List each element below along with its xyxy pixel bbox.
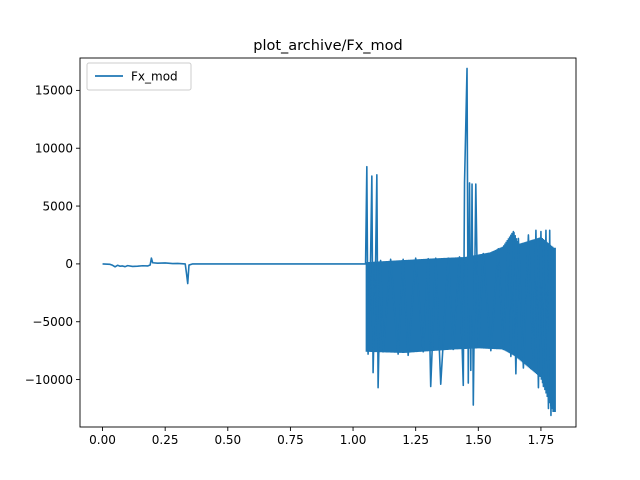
plot-area: 0.00 0.25 0.50 0.75 1.00 1.25 1.50 1.75 −10000 −5… [25,57,577,447]
legend-box [86,62,192,91]
y-tick-label: 15000 [35,84,73,98]
x-tick-label: 0.75 [277,433,304,447]
x-tick-label: 1.00 [340,433,367,447]
x-tick-label: 0.00 [89,433,116,447]
x-tick-label: 0.50 [214,433,241,447]
x-tick-label: 1.50 [465,433,492,447]
x-tick-label: 1.25 [402,433,429,447]
y-tick-label: −5000 [32,315,73,329]
chart-title: plot_archive/Fx_mod [253,38,403,54]
y-tick-label: 5000 [42,199,73,213]
y-tick-label: −10000 [25,373,73,387]
series-fx-mod-line [102,67,555,417]
x-tick-label: 1.75 [528,433,555,447]
y-tick-label: 10000 [35,142,73,156]
axes-frame [79,57,577,428]
y-tick-label: 0 [65,257,73,271]
legend-label-fx-mod: Fx_mod [131,70,178,84]
legend: Fx_mod [86,62,192,91]
x-tick-label: 0.25 [152,433,179,447]
